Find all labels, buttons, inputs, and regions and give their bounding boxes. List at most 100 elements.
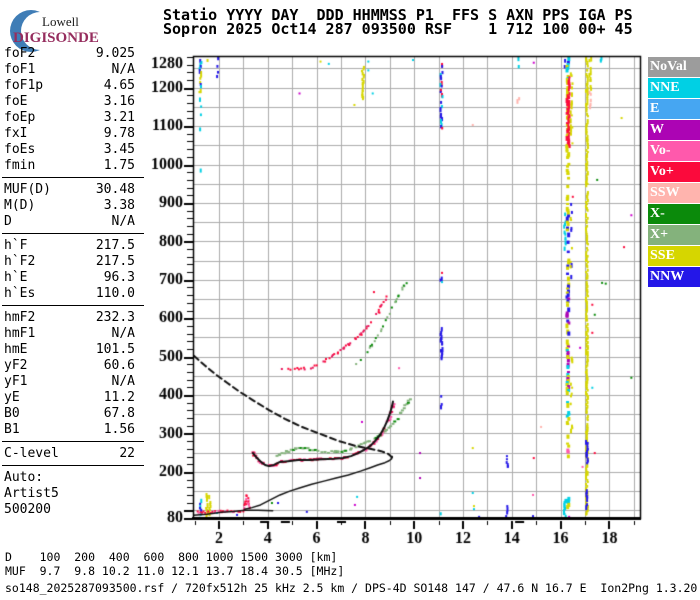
param-row: B1 1.56 <box>4 422 135 438</box>
param-value: 60.6 <box>103 358 135 373</box>
legend-item-x: X- <box>648 204 700 224</box>
legend-item-vo: Vo+ <box>648 162 700 182</box>
param-label: hmE <box>4 342 28 357</box>
param-value: 217.5 <box>95 254 135 269</box>
param-label: Auto: <box>4 470 44 485</box>
panel-separator <box>2 441 144 442</box>
param-value: 3.21 <box>103 110 135 125</box>
param-row: yF1 N/A <box>4 374 135 390</box>
logo-lowell-text: Lowell <box>42 14 79 29</box>
param-label: B1 <box>4 422 20 437</box>
param-row: Artist5 <box>4 486 135 502</box>
param-value: N/A <box>111 326 135 341</box>
muf-row: MUF 9.7 9.8 10.2 11.0 12.1 13.7 18.4 30.… <box>5 564 345 578</box>
legend-item-noval: NoVal <box>648 57 700 77</box>
param-label: foF1p <box>4 78 44 93</box>
param-value: 110.0 <box>95 286 135 301</box>
param-label: foF1 <box>4 62 36 77</box>
param-value: 11.2 <box>103 390 135 405</box>
param-row: foEp 3.21 <box>4 110 135 126</box>
param-label: h`Es <box>4 286 36 301</box>
param-row: M(D) 3.38 <box>4 198 135 214</box>
param-label: foF2 <box>4 46 36 61</box>
param-value: N/A <box>111 214 135 229</box>
param-value: 1.75 <box>103 158 135 173</box>
param-value: 101.5 <box>95 342 135 357</box>
param-row: yF2 60.6 <box>4 358 135 374</box>
param-label: h`E <box>4 270 28 285</box>
param-label: foE <box>4 94 28 109</box>
param-row: hmF2 232.3 <box>4 310 135 326</box>
param-label: Artist5 <box>4 486 59 501</box>
param-value: 1.56 <box>103 422 135 437</box>
param-value: 67.8 <box>103 406 135 421</box>
param-label: yF2 <box>4 358 28 373</box>
param-value: 96.3 <box>103 270 135 285</box>
param-label: MUF(D) <box>4 182 51 197</box>
lowell-digisonde-logo: Lowell DIGISONDE <box>4 4 154 52</box>
param-row: h`F2 217.5 <box>4 254 135 270</box>
legend-item-vo: Vo- <box>648 141 700 161</box>
param-value: 4.65 <box>103 78 135 93</box>
panel-separator <box>2 305 144 306</box>
param-row: C-level 22 <box>4 446 135 462</box>
param-label: hmF2 <box>4 310 36 325</box>
param-row: foE 3.16 <box>4 94 135 110</box>
legend-item-ssw: SSW <box>648 183 700 203</box>
param-row: h`F 217.5 <box>4 238 135 254</box>
param-label: M(D) <box>4 198 36 213</box>
legend-item-sse: SSE <box>648 246 700 266</box>
legend-item-x: X+ <box>648 225 700 245</box>
param-label: yF1 <box>4 374 28 389</box>
distance-row: D 100 200 400 600 800 1000 1500 3000 [km… <box>5 550 338 564</box>
param-row: hmE 101.5 <box>4 342 135 358</box>
param-label: h`F2 <box>4 254 36 269</box>
param-label: hmF1 <box>4 326 36 341</box>
file-info-line: so148_2025287093500.rsf / 720fx512h 25 k… <box>5 581 698 595</box>
color-legend: NoVal NNE E W Vo- Vo+ SSW X- X+ SSE NNW <box>648 57 700 288</box>
header-line1: Statio YYYY DAY DDD HHMMSS P1 FFS S AXN … <box>163 6 633 24</box>
param-value: 9.78 <box>103 126 135 141</box>
param-value: 217.5 <box>95 238 135 253</box>
param-row: foEs 3.45 <box>4 142 135 158</box>
panel-separator <box>2 465 144 466</box>
param-value: 232.3 <box>95 310 135 325</box>
param-row: h`E 96.3 <box>4 270 135 286</box>
param-label: D <box>4 214 12 229</box>
param-row: D N/A <box>4 214 135 230</box>
logo-digisonde-text: DIGISONDE <box>13 30 99 46</box>
param-row: foF2 9.025 <box>4 46 135 62</box>
param-label: yE <box>4 390 20 405</box>
param-row: Auto: <box>4 470 135 486</box>
param-row: h`Es 110.0 <box>4 286 135 302</box>
legend-item-nnw: NNW <box>648 267 700 287</box>
param-row: 500200 <box>4 502 135 518</box>
param-label: B0 <box>4 406 20 421</box>
param-label: fxI <box>4 126 28 141</box>
station-header: Statio YYYY DAY DDD HHMMSS P1 FFS S AXN … <box>163 6 633 37</box>
param-label: C-level <box>4 446 59 461</box>
param-row: MUF(D) 30.48 <box>4 182 135 198</box>
param-label: foEs <box>4 142 36 157</box>
legend-item-w: W <box>648 120 700 140</box>
param-row: fmin 1.75 <box>4 158 135 174</box>
param-row: yE 11.2 <box>4 390 135 406</box>
parameter-panel: foF2 9.025 foF1 N/A foF1p 4.65 foE 3.16 foEp 3.21… <box>2 46 144 518</box>
crescent-moon-icon <box>10 10 46 52</box>
param-row: hmF1 N/A <box>4 326 135 342</box>
param-value: 3.16 <box>103 94 135 109</box>
param-value: N/A <box>111 62 135 77</box>
param-label: h`F <box>4 238 28 253</box>
param-label: 500200 <box>4 502 51 517</box>
param-row: foF1 N/A <box>4 62 135 78</box>
param-value: 30.48 <box>95 182 135 197</box>
param-value: 9.025 <box>95 46 135 61</box>
param-label: fmin <box>4 158 36 173</box>
legend-item-nne: NNE <box>648 78 700 98</box>
param-row: B0 67.8 <box>4 406 135 422</box>
param-value: 3.45 <box>103 142 135 157</box>
panel-separator <box>2 177 144 178</box>
param-row: fxI 9.78 <box>4 126 135 142</box>
param-value: N/A <box>111 374 135 389</box>
